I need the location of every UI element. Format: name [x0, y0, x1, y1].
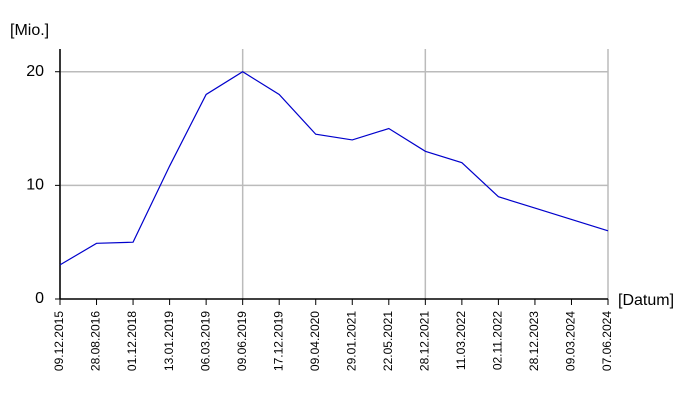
line: [59, 71, 609, 266]
x-tick-label: 09.04.2020: [308, 311, 322, 371]
x-tick-label: 13.01.2019: [162, 311, 176, 371]
x-tick-label: 11.03.2022: [454, 311, 468, 370]
y-tick-label: 10: [26, 177, 44, 194]
x-axis-label: [Datum]: [618, 292, 674, 309]
x-tick-label: 29.01.2021: [344, 311, 358, 371]
x-tick-label: 09.03.2024: [564, 311, 578, 371]
x-tick-label: 28.12.2023: [527, 311, 541, 371]
x-tick-label: 07.06.2024: [600, 311, 614, 371]
y-tick-label: 0: [35, 290, 44, 307]
x-tick-label: 09.12.2015: [52, 311, 66, 371]
x-tick-label: 02.11.2022: [491, 311, 505, 370]
x-tick-label: 28.12.2021: [418, 311, 432, 371]
x-tick-label: 22.05.2021: [381, 311, 395, 371]
y-tick-label: 20: [26, 63, 44, 80]
x-tick-label: 28.08.2016: [89, 311, 103, 371]
x-tick-label: 06.03.2019: [198, 311, 212, 371]
x-tick-label: 09.06.2019: [235, 311, 249, 371]
x-tick-label: 17.12.2019: [271, 311, 285, 371]
y-axis-label: [Mio.]: [10, 22, 49, 39]
x-tick-label: 01.12.2018: [125, 311, 139, 371]
